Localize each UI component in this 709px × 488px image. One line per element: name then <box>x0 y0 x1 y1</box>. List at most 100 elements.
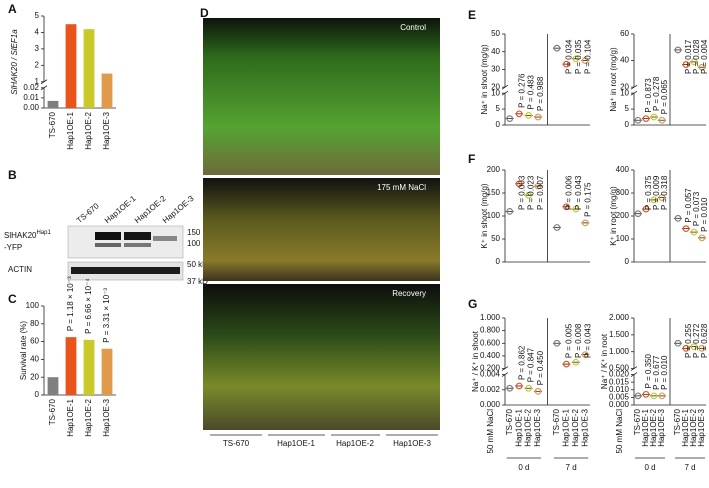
data-point <box>572 358 580 366</box>
x-tick-label: Hap1OE-3 <box>102 398 111 436</box>
data-point <box>553 224 561 231</box>
x-tick-label: Hap1OE-3 <box>102 111 111 149</box>
x-tick-label: Hap1OE-2 <box>84 398 93 436</box>
lane-label: TS-670 <box>75 201 101 225</box>
p-value: P = 0.043 <box>574 175 583 210</box>
data-point <box>562 360 570 368</box>
data-point <box>562 203 570 211</box>
p-value: P = 0.350 <box>644 353 653 388</box>
y-tick-label: 0.000 <box>480 400 501 409</box>
y-tick-label: 1.000 <box>609 347 630 356</box>
data-point <box>581 351 589 359</box>
data-point <box>642 390 650 398</box>
blot-row-label: SlHAK20Hap1 <box>4 230 51 241</box>
p-value: P = 0.677 <box>652 355 661 390</box>
blot-row-label: ACTIN <box>8 265 32 274</box>
y-tick-label: 0.200 <box>480 364 501 373</box>
panel-label: E <box>468 8 476 22</box>
y-tick-label: 40 <box>30 355 39 364</box>
y-tick-label: 100 <box>26 301 40 310</box>
data-point <box>515 382 523 390</box>
p-value: P = 0.010 <box>660 355 669 390</box>
y-tick-label: 1.000 <box>480 313 501 322</box>
y-tick-label: 150 <box>487 188 501 197</box>
y-tick-label: 30 <box>491 65 500 74</box>
photo <box>203 284 440 430</box>
y-tick-label: 0.005 <box>609 392 630 401</box>
data-point <box>690 343 698 351</box>
y-tick-label: 0 <box>625 120 630 129</box>
photo-label: Recovery <box>392 289 426 298</box>
y-axis-label: Na⁺ / K⁺ in root <box>600 333 609 389</box>
y-tick-label: 200 <box>487 165 501 174</box>
x-tick-label: Hap1OE-1 <box>681 408 690 446</box>
p-value: P = 0.034 <box>564 39 573 74</box>
panel-label: C <box>8 292 17 306</box>
blot-band <box>124 243 151 247</box>
p-value: P = 0.104 <box>583 39 592 74</box>
y-tick-label: 0.500 <box>609 364 630 373</box>
data-point <box>682 61 690 68</box>
data-point <box>515 110 523 118</box>
y-tick-label: 0.004 <box>480 370 501 379</box>
y-tick-label: 0.002 <box>480 385 501 394</box>
y-tick-label: 0 <box>35 390 40 399</box>
y-tick-label: 4 <box>35 28 40 37</box>
y-tick-label: 1 <box>35 77 40 86</box>
y-tick-label: 10 <box>491 88 500 97</box>
y-axis-label: Na⁺ in root (mg/g) <box>609 47 618 112</box>
y-tick-label: 5 <box>35 11 40 20</box>
y-axis-label: K⁺ in shoot (mg/g) <box>480 183 489 248</box>
y-tick-label: 0.015 <box>609 377 630 386</box>
bar <box>83 29 95 108</box>
x-tick-label: Hap1OE-3 <box>697 408 706 446</box>
blot-band <box>95 232 121 240</box>
data-point <box>682 344 690 352</box>
size-marker: 50 kD <box>187 260 208 269</box>
p-value: P = 0.035 <box>574 39 583 74</box>
p-value: P = 0.005 <box>564 323 573 358</box>
y-tick-label: 50 <box>491 29 500 38</box>
lane-label: Hap1OE-3 <box>161 194 196 226</box>
photo-label: 175 mM NaCl <box>377 183 426 192</box>
photo-label: Control <box>400 23 426 32</box>
data-point <box>658 116 666 124</box>
x-tick-label: TS-670 <box>505 408 514 435</box>
lane-label: Hap1OE-1 <box>103 194 138 226</box>
p-value: P = 0.009 <box>652 175 661 210</box>
superscript: Hap1 <box>36 230 51 236</box>
x-tick-label: Hap1OE-2 <box>649 408 658 446</box>
x-tick-label: Hap1OE-1 <box>561 408 570 446</box>
blot-band <box>71 267 180 274</box>
data-point <box>581 57 589 64</box>
y-axis-label: Survival rate (%) <box>19 321 28 380</box>
y-tick-label: 60 <box>30 337 39 346</box>
blot-band <box>95 243 121 247</box>
protein-name: SlHAK20 <box>4 231 37 240</box>
p-value: P = 0.065 <box>660 79 669 114</box>
data-point <box>534 182 542 190</box>
data-point <box>525 191 533 199</box>
p-value: P = 0.043 <box>583 323 592 358</box>
p-value: P = 0.023 <box>527 175 536 210</box>
panel-label: D <box>200 6 209 20</box>
data-point <box>650 113 658 121</box>
x-tick-label: TS-670 <box>673 408 682 435</box>
x-tick-label: Hap1OE-3 <box>580 408 589 446</box>
blot-row-label: -YFP <box>4 243 22 252</box>
y-tick-label: 0.01 <box>23 93 39 102</box>
y-axis-label: K⁺ in root (mg/g) <box>609 186 618 246</box>
bar <box>47 377 59 395</box>
p-value: P = 0.318 <box>660 175 669 210</box>
p-value: P = 0.272 <box>692 323 701 358</box>
panel-label: G <box>468 297 477 311</box>
p-value: P = 0.862 <box>517 345 526 380</box>
data-point <box>642 205 650 213</box>
data-point <box>572 205 580 213</box>
genotype-label: TS-670 <box>223 439 250 448</box>
group-label: 7 d <box>684 463 695 472</box>
y-tick-label: 0.010 <box>609 385 630 394</box>
x-tick-label: TS-670 <box>633 408 642 435</box>
y-tick-label: 5 <box>625 104 630 113</box>
